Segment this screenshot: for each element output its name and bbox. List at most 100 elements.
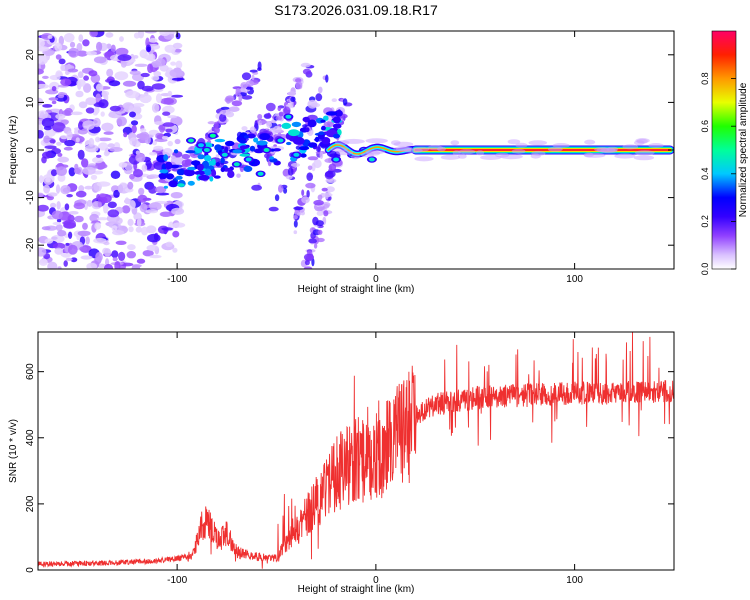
- noise-blob: [134, 63, 148, 67]
- noise-blob: [49, 74, 61, 81]
- noise-blob: [95, 163, 108, 169]
- streak-blob: [287, 91, 296, 97]
- noise-blob: [96, 83, 104, 92]
- noise-blob: [113, 189, 120, 198]
- noise-blob: [51, 236, 58, 240]
- noise-blob: [63, 219, 76, 229]
- noise-blob: [147, 63, 154, 74]
- noise-blob: [118, 162, 128, 168]
- carrier-halo-blob: [476, 150, 485, 156]
- noise-blob: [66, 194, 73, 198]
- noise-blob: [159, 64, 169, 72]
- cluster-blob: [227, 170, 235, 178]
- noise-blob: [68, 47, 79, 58]
- streak-blob: [275, 116, 283, 121]
- noise-blob: [167, 115, 178, 119]
- noise-blob: [138, 187, 145, 196]
- noise-blob: [141, 226, 149, 236]
- carrier-halo-blob: [614, 153, 636, 159]
- cluster-blob: [176, 168, 186, 176]
- cluster-blob: [173, 149, 179, 154]
- noise-blob: [129, 173, 135, 180]
- noise-blob: [85, 97, 97, 106]
- noise-blob: [77, 71, 84, 79]
- noise-blob: [103, 150, 110, 157]
- cluster-blob: [269, 156, 274, 160]
- carrier-halo-blob: [648, 143, 664, 148]
- noise-blob: [121, 182, 128, 187]
- streak-blob: [249, 126, 257, 133]
- noise-blob: [56, 141, 62, 146]
- noise-blob: [127, 181, 134, 190]
- noise-blob: [85, 51, 97, 56]
- bright-spot: [209, 133, 216, 138]
- noise-blob: [45, 177, 51, 183]
- cluster-blob: [158, 173, 166, 179]
- streak-blob: [278, 184, 284, 193]
- noise-blob: [55, 54, 62, 60]
- noise-blob: [84, 144, 99, 153]
- streak-blob: [235, 87, 241, 96]
- cluster-blob: [194, 170, 207, 176]
- cluster-blob: [273, 148, 281, 152]
- noise-blob: [68, 231, 73, 239]
- streak-blob: [268, 206, 279, 212]
- noise-blob: [60, 78, 72, 86]
- cluster-blob: [298, 146, 310, 151]
- noise-blob: [139, 203, 148, 213]
- noise-blob: [114, 71, 129, 81]
- snr-x-tick-label: -100: [167, 575, 187, 586]
- noise-blob: [171, 77, 185, 81]
- noise-blob: [77, 149, 85, 160]
- streak-blob: [241, 126, 248, 131]
- streak-blob: [228, 106, 240, 112]
- noise-blob: [111, 250, 119, 259]
- colorbar-ticks: 0.0 0.2 0.4 0.6 0.8: [700, 72, 736, 275]
- carrier-halo-blob: [507, 139, 521, 145]
- streak-blob: [207, 121, 216, 125]
- noise-blob: [142, 250, 154, 257]
- noise-blob: [38, 83, 50, 89]
- streak-blob: [323, 121, 335, 128]
- noise-blob: [49, 139, 56, 144]
- streak-blob: [251, 74, 255, 81]
- cluster-blob: [256, 140, 268, 146]
- carrier-halo-blob: [414, 156, 434, 162]
- streak-blob: [236, 173, 241, 178]
- bright-spot: [293, 152, 300, 157]
- streak-blob: [295, 81, 303, 90]
- noise-blob: [172, 42, 183, 49]
- noise-blob: [97, 137, 112, 142]
- snr-y-tick-label: 400: [25, 429, 36, 446]
- noise-blob: [63, 146, 73, 151]
- noise-blob: [98, 99, 109, 109]
- noise-blob: [96, 263, 107, 268]
- streak-blob: [301, 196, 310, 204]
- noise-blob: [129, 70, 141, 76]
- colorbar-tick-label: 0.6: [700, 120, 710, 133]
- cluster-blob: [214, 138, 226, 143]
- noise-blob: [108, 111, 122, 119]
- noise-blob: [82, 166, 96, 175]
- cluster-blob: [307, 119, 317, 128]
- cluster-blob: [334, 110, 343, 117]
- cluster-blob: [177, 183, 185, 187]
- noise-blob: [76, 79, 86, 87]
- streak-blob: [181, 159, 192, 168]
- streak-blob: [257, 114, 263, 120]
- heatmap-y-tick-label: 20: [25, 49, 36, 61]
- noise-blob: [126, 251, 136, 259]
- carrier-halo-blob: [596, 147, 616, 153]
- cluster-blob: [325, 111, 338, 116]
- noise-blob: [52, 221, 61, 226]
- streak-blob: [274, 194, 280, 202]
- cluster-blob: [198, 174, 210, 181]
- noise-blob: [73, 167, 81, 175]
- cluster-blob: [292, 136, 305, 145]
- noise-blob: [110, 170, 121, 179]
- snr-x-tick-label: 100: [566, 575, 583, 586]
- noise-blob: [60, 185, 71, 195]
- streak-blob: [316, 146, 321, 153]
- noise-blob: [50, 169, 58, 177]
- noise-blob: [64, 203, 70, 211]
